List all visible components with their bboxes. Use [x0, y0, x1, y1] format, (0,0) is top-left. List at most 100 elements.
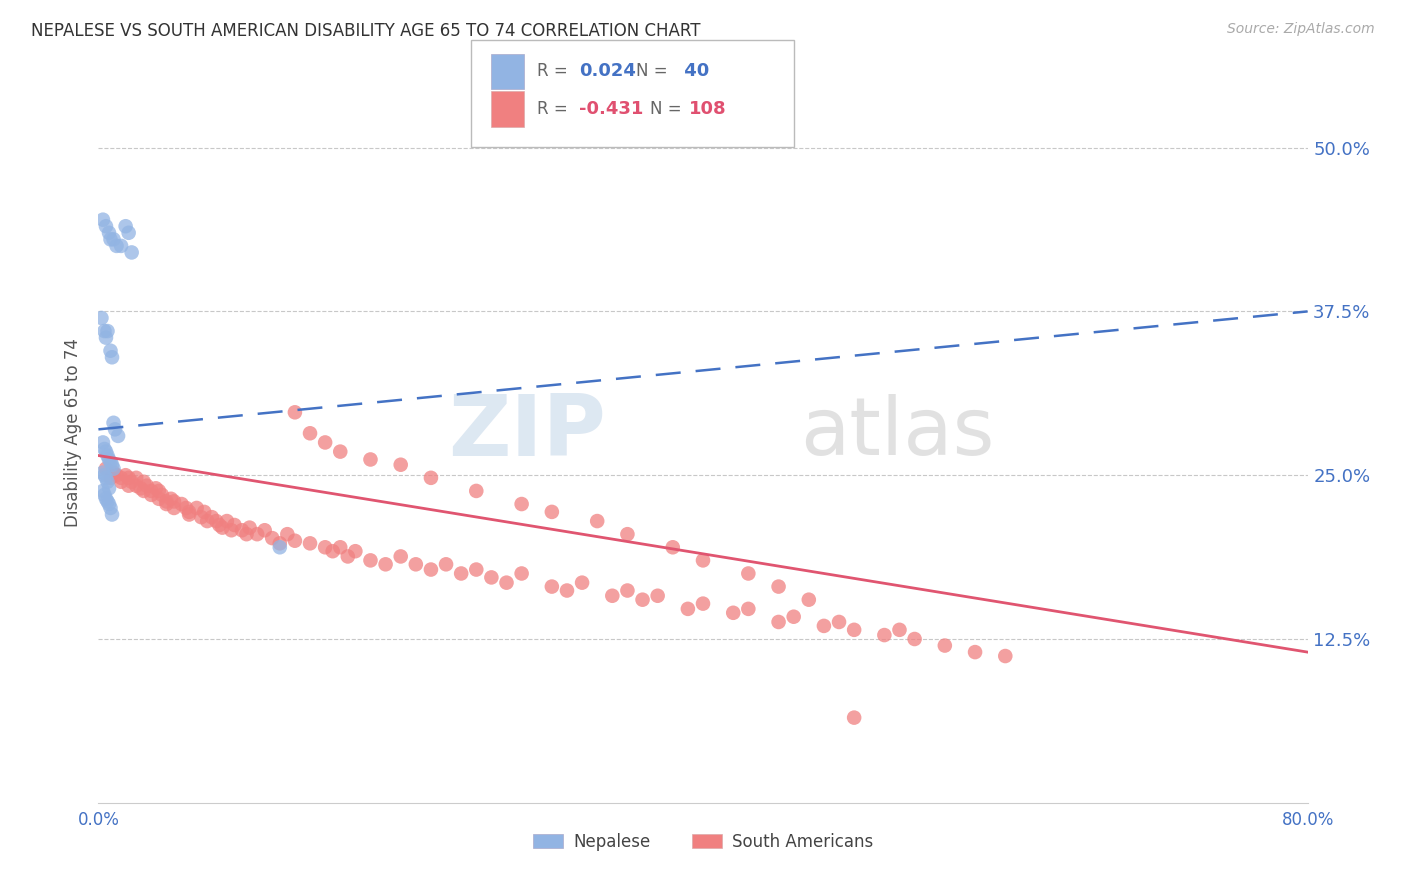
- Point: [195, 514, 218, 528]
- Point: [114, 468, 136, 483]
- Point: [844, 623, 866, 637]
- Point: [93, 442, 115, 456]
- Point: [96, 475, 118, 489]
- Point: [322, 544, 344, 558]
- Point: [934, 639, 956, 653]
- Point: [336, 549, 359, 564]
- Point: [91, 212, 114, 227]
- Point: [602, 589, 624, 603]
- Text: -0.431: -0.431: [579, 100, 644, 118]
- Point: [114, 219, 136, 234]
- Point: [205, 514, 228, 528]
- Point: [96, 324, 118, 338]
- Text: 40: 40: [678, 62, 709, 80]
- Point: [145, 481, 167, 495]
- Point: [420, 563, 443, 577]
- Point: [103, 232, 125, 246]
- Point: [155, 494, 177, 508]
- Point: [150, 488, 173, 502]
- Point: [465, 563, 488, 577]
- Point: [314, 435, 336, 450]
- Point: [90, 310, 112, 325]
- Point: [783, 609, 806, 624]
- Point: [96, 449, 118, 463]
- Point: [179, 505, 201, 519]
- Point: [299, 536, 322, 550]
- Point: [129, 481, 152, 495]
- Point: [215, 514, 238, 528]
- Point: [101, 458, 124, 472]
- Point: [94, 471, 117, 485]
- Point: [141, 488, 163, 502]
- Point: [647, 589, 669, 603]
- Point: [434, 558, 457, 572]
- Point: [465, 483, 488, 498]
- Point: [405, 558, 427, 572]
- Point: [904, 632, 927, 646]
- Point: [965, 645, 987, 659]
- Point: [844, 711, 866, 725]
- Point: [661, 541, 683, 555]
- Point: [224, 518, 246, 533]
- Point: [586, 514, 609, 528]
- Point: [329, 541, 352, 555]
- Point: [103, 461, 125, 475]
- Point: [148, 483, 170, 498]
- Point: [299, 426, 322, 441]
- Point: [100, 232, 122, 246]
- Point: [276, 527, 298, 541]
- Point: [91, 466, 114, 480]
- Text: R =: R =: [537, 62, 574, 80]
- Point: [360, 553, 382, 567]
- Point: [262, 531, 284, 545]
- Text: N =: N =: [636, 62, 672, 80]
- Point: [389, 458, 412, 472]
- Point: [616, 583, 638, 598]
- Point: [389, 549, 412, 564]
- Point: [193, 505, 215, 519]
- Text: N =: N =: [650, 100, 686, 118]
- Point: [125, 471, 148, 485]
- Point: [201, 510, 224, 524]
- Point: [450, 566, 472, 581]
- Point: [101, 508, 124, 522]
- Point: [163, 494, 186, 508]
- Point: [94, 491, 117, 506]
- Point: [284, 533, 307, 548]
- Point: [374, 558, 396, 572]
- Point: [118, 478, 141, 492]
- Point: [540, 580, 562, 594]
- Legend: Nepalese, South Americans: Nepalese, South Americans: [526, 826, 880, 857]
- Point: [105, 468, 128, 483]
- Point: [94, 461, 117, 475]
- Point: [93, 488, 115, 502]
- Point: [221, 523, 243, 537]
- Point: [174, 500, 197, 515]
- Point: [737, 602, 759, 616]
- Point: [208, 518, 231, 533]
- Point: [692, 597, 714, 611]
- Point: [284, 405, 307, 419]
- Y-axis label: Disability Age 65 to 74: Disability Age 65 to 74: [65, 338, 83, 527]
- Point: [269, 541, 291, 555]
- Point: [101, 351, 124, 365]
- Point: [98, 497, 121, 511]
- Point: [269, 536, 291, 550]
- Point: [132, 475, 155, 489]
- Point: [540, 505, 562, 519]
- Point: [91, 435, 114, 450]
- Point: [94, 444, 117, 458]
- Point: [571, 575, 593, 590]
- Text: 108: 108: [689, 100, 727, 118]
- Point: [98, 481, 121, 495]
- Point: [141, 483, 163, 498]
- Point: [360, 452, 382, 467]
- Point: [344, 544, 367, 558]
- Point: [211, 521, 233, 535]
- Point: [98, 452, 121, 467]
- Point: [231, 523, 253, 537]
- Point: [103, 416, 125, 430]
- Point: [110, 239, 132, 253]
- Point: [768, 615, 790, 629]
- Point: [631, 592, 654, 607]
